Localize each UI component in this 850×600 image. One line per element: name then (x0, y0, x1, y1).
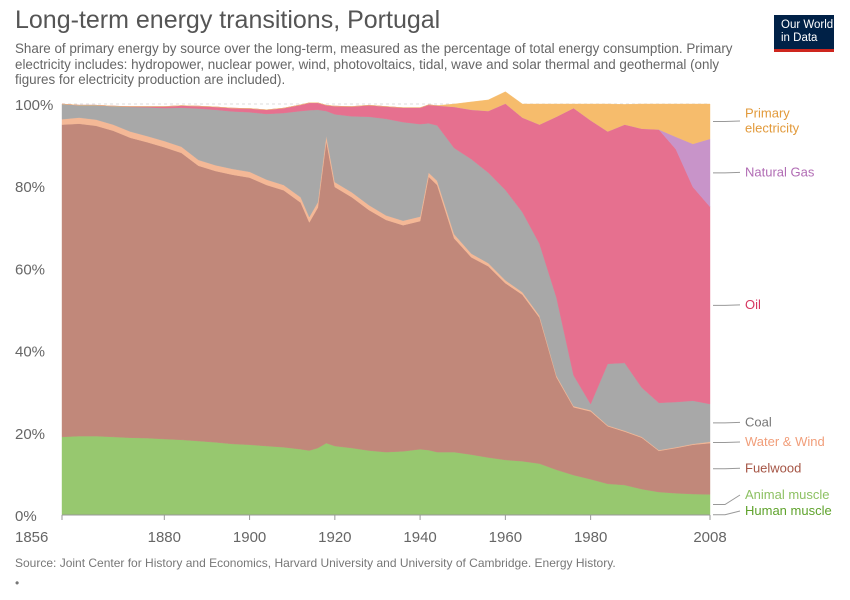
x-tick-label: 1856 (15, 529, 48, 546)
y-tick-label: 100% (15, 97, 53, 114)
legend-connector (713, 304, 741, 306)
x-tick-label: 2008 (693, 529, 726, 546)
legend-label[interactable]: Water & Wind (745, 434, 825, 449)
chart-subtitle: Share of primary energy by source over t… (15, 41, 733, 87)
x-tick-label: 1980 (574, 529, 607, 546)
legend-connector (713, 467, 741, 470)
legend-label[interactable]: electricity (745, 120, 800, 135)
x-tick-label: 1880 (148, 529, 181, 546)
logo-line-2: in Data (781, 32, 818, 44)
owid-logo[interactable]: Our World in Data (774, 15, 834, 52)
legend-label[interactable]: Primary (745, 105, 790, 120)
x-tick-label: 1960 (489, 529, 522, 546)
x-tick-label: 1900 (233, 529, 266, 546)
legend-connector (713, 120, 741, 122)
y-tick-label: 20% (15, 426, 45, 443)
legend-connector (713, 441, 741, 443)
x-tick-label: 1940 (403, 529, 436, 546)
legend-label[interactable]: Coal (745, 414, 772, 429)
chart-title: Long-term energy transitions, Portugal (15, 6, 441, 34)
legend-label[interactable]: Animal muscle (745, 487, 830, 502)
y-tick-label: 40% (15, 344, 45, 361)
legend-connector (713, 421, 741, 424)
y-axis: 0% 20% 40% 60% 80% 100% (15, 97, 53, 525)
legend-connector (713, 494, 741, 506)
logo-line-1: Our World (781, 19, 834, 31)
y-tick-label: 0% (15, 508, 37, 525)
y-tick-label: 60% (15, 261, 45, 278)
legend-connector (713, 510, 741, 516)
y-tick-label: 80% (15, 179, 45, 196)
source-note: Source: Joint Center for History and Eco… (15, 556, 616, 570)
legend-label[interactable]: Natural Gas (745, 164, 815, 179)
x-tick-label: 1920 (318, 529, 351, 546)
legend-label[interactable]: Fuelwood (745, 460, 801, 475)
area-series (61, 91, 711, 516)
legend-connector (713, 171, 741, 174)
legend-label[interactable]: Oil (745, 297, 761, 312)
area-primary-electricity[interactable] (61, 91, 711, 145)
x-axis: 1856 1880 1900 1920 1940 1960 1980 2008 (15, 514, 727, 546)
legend-label[interactable]: Human muscle (745, 503, 832, 518)
footer-marker: • (15, 576, 20, 590)
